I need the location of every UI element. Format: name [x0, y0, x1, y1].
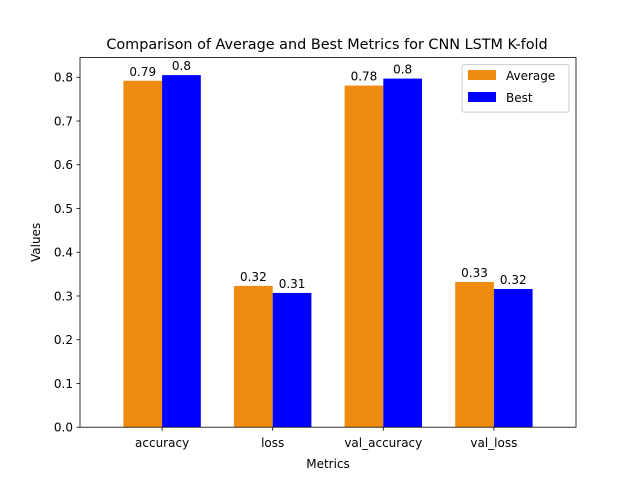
y-tick-label: 0.1 [54, 377, 73, 391]
bar-average-loss [234, 285, 273, 428]
y-tick-label: 0.3 [54, 289, 73, 303]
bar-value-label: 0.78 [351, 70, 378, 84]
y-tick-label: 0.8 [54, 71, 73, 85]
y-axis-label: Values [29, 223, 43, 262]
bar-value-label: 0.32 [500, 273, 527, 287]
bar-value-label: 0.32 [240, 270, 267, 284]
x-tick-label: val_accuracy [344, 436, 422, 450]
x-tick-label: accuracy [135, 436, 189, 450]
bar-value-label: 0.33 [461, 266, 488, 280]
bars-layer [123, 75, 533, 428]
bar-average-val-accuracy [344, 85, 384, 428]
chart-title: Comparison of Average and Best Metrics f… [106, 37, 547, 53]
legend-label-average: Average [506, 69, 555, 83]
y-tick-label: 0.0 [54, 421, 73, 435]
bar-value-label: 0.8 [172, 59, 191, 73]
legend: Average Best [461, 64, 570, 113]
bar-average-val-loss [455, 281, 494, 428]
bar-best-loss [272, 292, 312, 428]
bar-value-labels: 0.79 0.32 0.78 0.33 0.8 0.31 0.8 0.32 [129, 59, 526, 291]
bar-best-accuracy [162, 75, 201, 428]
legend-swatch-best [468, 92, 496, 102]
bar-value-label: 0.8 [393, 63, 412, 77]
y-tick-label: 0.5 [54, 202, 73, 216]
y-axis-ticks: 0.0 0.1 0.2 0.3 0.4 0.5 0.6 0.7 0.8 [54, 71, 80, 435]
x-axis-ticks: accuracy loss val_accuracy val_loss [135, 427, 517, 450]
y-tick-label: 0.2 [54, 333, 73, 347]
plot-frame [79, 57, 577, 428]
x-tick-label: loss [261, 436, 284, 450]
x-tick-label: val_loss [470, 436, 517, 450]
bar-value-label: 0.31 [279, 277, 306, 291]
y-tick-label: 0.4 [54, 246, 73, 260]
bar-average-accuracy [123, 80, 163, 428]
legend-label-best: Best [506, 91, 533, 105]
x-axis-label: Metrics [306, 457, 350, 471]
legend-swatch-average [468, 70, 496, 80]
bar-value-label: 0.79 [129, 65, 156, 79]
bar-best-val-loss [493, 288, 533, 428]
bar-best-val-accuracy [383, 78, 423, 428]
y-tick-label: 0.7 [54, 114, 73, 128]
y-tick-label: 0.6 [54, 158, 73, 172]
